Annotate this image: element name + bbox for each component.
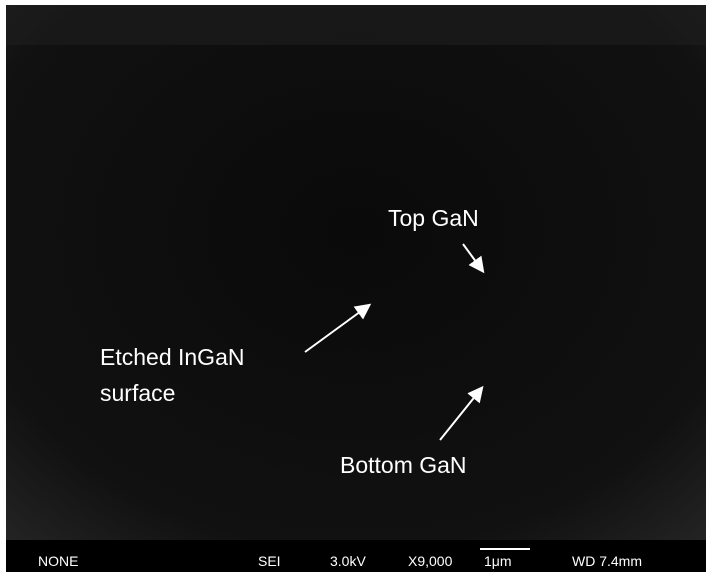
label-bottom-gan: Bottom GaN — [340, 452, 467, 478]
micrograph — [6, 5, 706, 572]
top-texture — [6, 5, 706, 45]
info-wd: WD 7.4mm — [572, 553, 642, 569]
label-etched: Etched InGaN — [100, 344, 244, 370]
info-scale: 1μm — [484, 553, 512, 569]
page: {"image": { "annotations": { "top_gan": … — [0, 0, 712, 578]
info-magnification: X9,000 — [408, 553, 453, 569]
info-voltage: 3.0kV — [330, 553, 366, 569]
sem-image: Top GaN Etched InGaN surface Bottom GaN … — [0, 0, 712, 578]
label-top-gan: Top GaN — [388, 205, 479, 231]
label-etched: surface — [100, 380, 175, 406]
info-mode: NONE — [38, 553, 78, 569]
info-signal: SEI — [258, 553, 281, 569]
